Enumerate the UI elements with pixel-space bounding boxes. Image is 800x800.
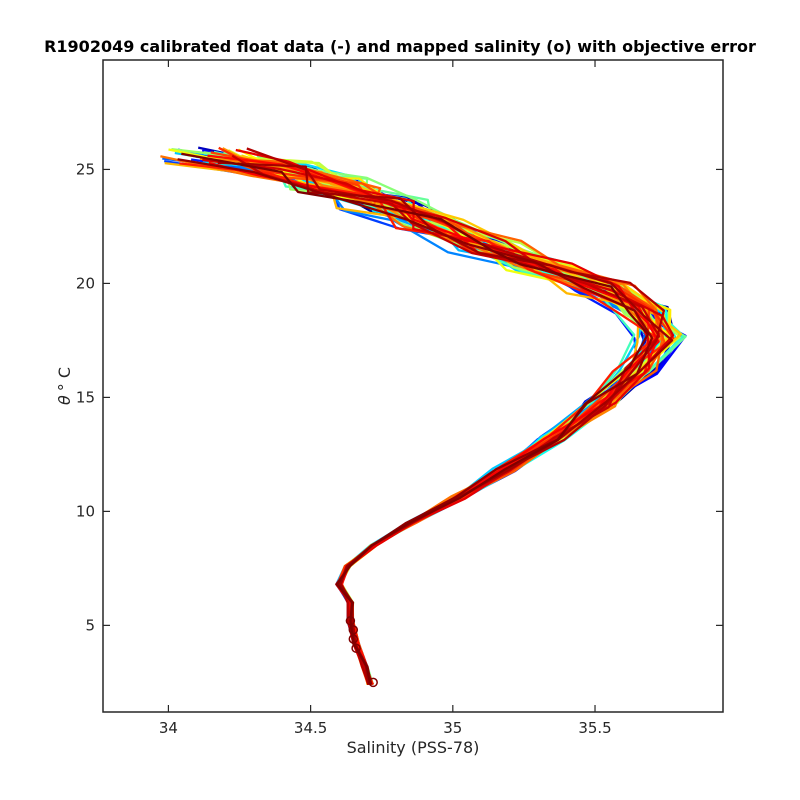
plot-frame	[102, 59, 724, 713]
profile-lines	[160, 146, 687, 686]
profile-line	[181, 152, 650, 685]
x-axis-label: Salinity (PSS-78)	[347, 738, 480, 757]
y-tick-label: 20	[76, 274, 95, 292]
y-tick-label: 25	[76, 160, 95, 178]
mapped-point	[351, 643, 361, 653]
y-tick-label: 10	[76, 502, 95, 520]
y-tick-label: 15	[76, 388, 95, 406]
mapped-salinity-markers	[345, 616, 378, 688]
x-tick-label: 35	[443, 719, 462, 737]
y-tick-label: 5	[85, 616, 95, 634]
x-axis-ticks: 34 34.5 35 35.5	[159, 60, 612, 737]
x-tick-label: 35.5	[578, 719, 611, 737]
y-axis-label-unit: ° C	[55, 367, 74, 391]
y-axis-label-symbol: θ	[55, 395, 74, 405]
y-axis-label: θ ° C	[55, 367, 74, 405]
y-axis-ticks: 5 10 15 20 25	[76, 160, 723, 634]
x-tick-label: 34	[159, 719, 178, 737]
mapped-point	[368, 677, 378, 688]
x-tick-label: 34.5	[294, 719, 327, 737]
mapped-point	[348, 634, 359, 644]
mapped-point	[345, 616, 356, 626]
mapped-point	[348, 625, 359, 635]
chart-title: R1902049 calibrated float data (-) and m…	[44, 37, 756, 56]
